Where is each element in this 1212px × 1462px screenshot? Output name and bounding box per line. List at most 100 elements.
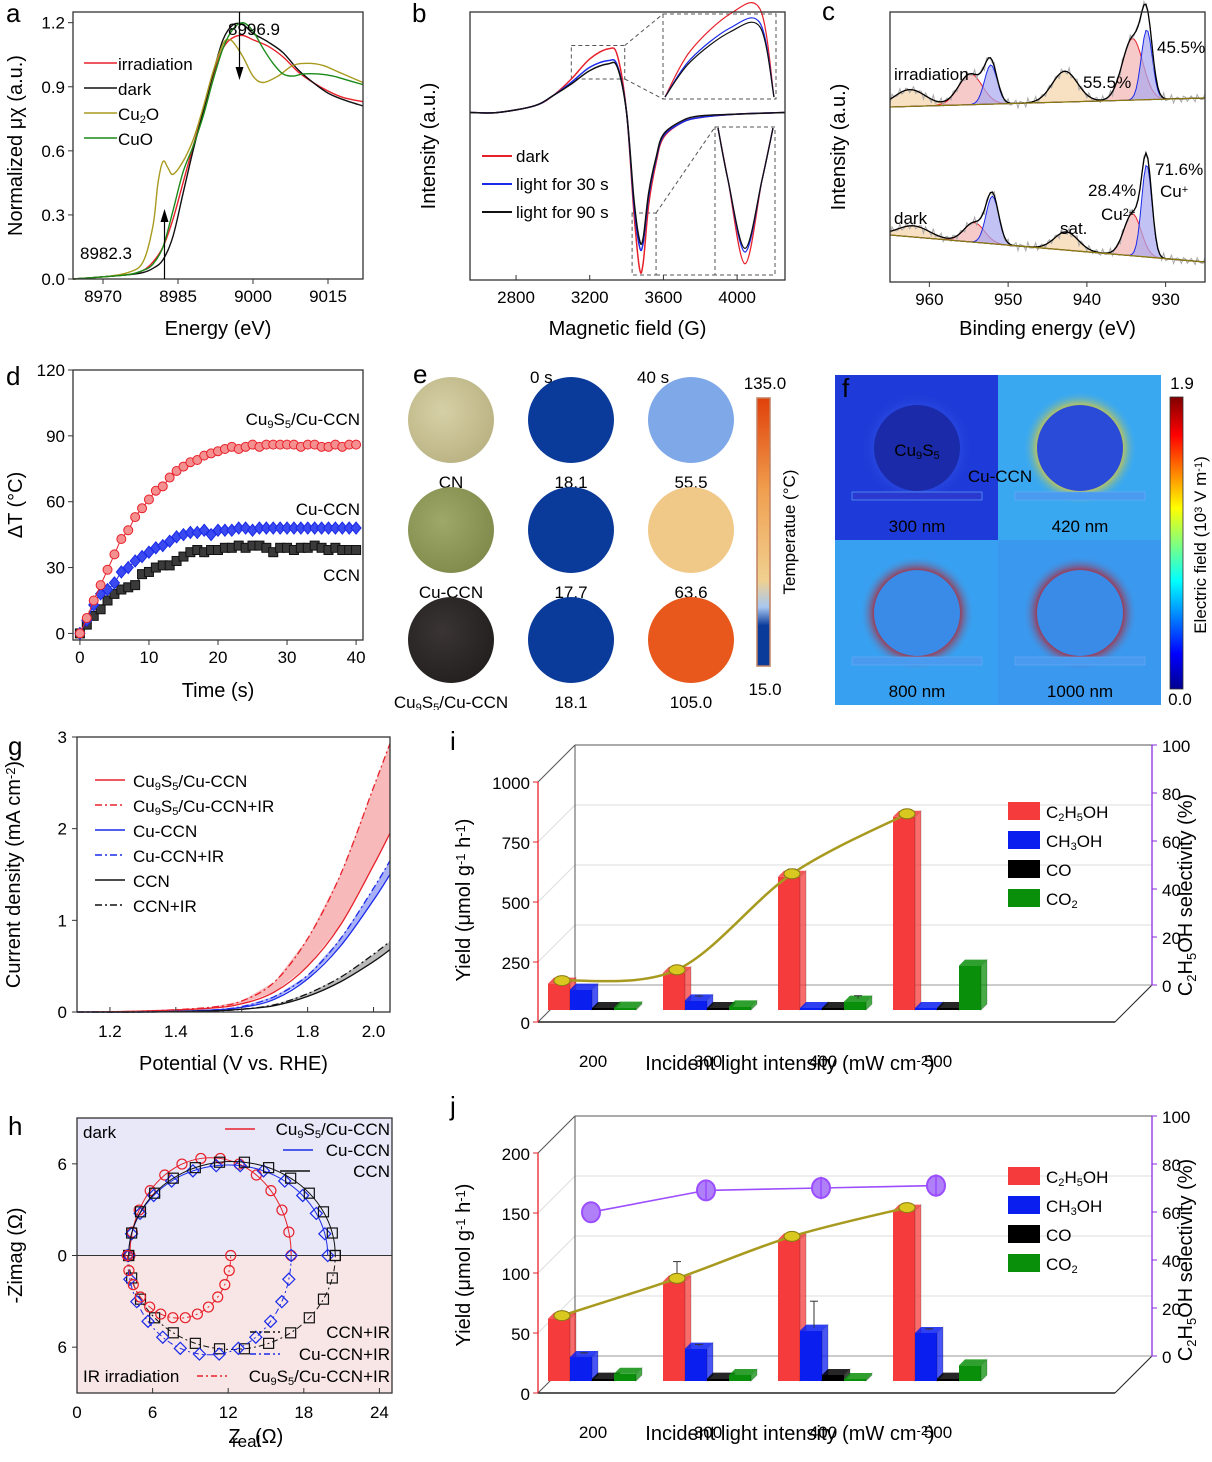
trend-marker [669,1273,685,1283]
inset-line [718,128,773,248]
inset-box [715,127,775,275]
legend-label: Cu-CCN [133,822,197,841]
y-tick-label: 1.2 [41,14,65,33]
substrate [1015,492,1145,500]
y-tick-label: 0 [56,624,65,643]
thermal-image-40s [648,377,734,463]
colorbar-min: 0.0 [1168,690,1192,709]
legend-label: CCN+IR [326,1323,390,1342]
y-tick-label: 50 [511,1325,530,1344]
y2-axis-title: C2H5OH selectivity (%) [1175,1159,1199,1361]
colorbar [1170,397,1183,689]
trend-marker [784,869,800,879]
legend-label: CO2 [1046,890,1078,911]
panel-label-i: i [450,726,456,756]
x-tick-label: 24 [370,1403,389,1422]
legend-label: CO [1046,1226,1072,1245]
legend-label: CCN+IR [133,897,197,916]
bar-C₂H₅OH [548,1319,570,1381]
legend-label: Cu2O [118,105,159,126]
trend-marker [554,1311,570,1321]
x-axis-title: Energy (eV) [165,318,272,340]
y2-axis-title: C2H5OH selectivity (%) [1175,794,1199,996]
panel-label-g: g [8,731,22,761]
inset-line [718,128,773,264]
trend-marker [899,1203,915,1213]
side-edge [538,1116,575,1153]
plot-frame [73,12,363,279]
panel-label-d: d [6,361,20,391]
legend-label: light for 30 s [516,175,609,194]
legend-label: irradiation [118,55,193,74]
legend-label: Cu-CCN+IR [299,1345,390,1364]
y-axis-title: Intensity (a.u.) [418,83,440,210]
x-tick-label: 8970 [84,287,122,306]
data-point [352,440,361,449]
panel-label-a: a [6,0,21,28]
region-label-dark: dark [83,1123,117,1142]
bar-CH₃OH [800,1008,822,1010]
x-tick-label: 4000 [718,288,756,307]
data-point [117,535,126,544]
y-tick-label: 0.3 [41,206,65,225]
legend-label: CO [1046,861,1072,880]
grid-line [538,865,575,902]
grid-line [538,925,575,962]
region-label-ir: IR irradiation [83,1367,179,1386]
x-axis-title: Potential (V vs. RHE) [139,1053,328,1075]
x-tick-label: 2800 [497,288,535,307]
bar-CH₃OH [915,1008,937,1010]
x-tick-label: 40 [347,648,366,667]
colorbar-label: Temperatue (°C) [780,470,799,595]
series-line-cuo [73,23,363,279]
inset-line [665,22,774,97]
y-tick-label: 0 [521,1014,530,1033]
grid-line [538,805,575,842]
bar-CH₃OH [685,1000,707,1010]
bar-CO₂ [614,1008,636,1010]
data-point [103,565,112,574]
particle [874,570,960,656]
temperature-40s: 105.0 [670,693,713,710]
legend-swatch [1008,1196,1040,1214]
series-label: CCN [323,566,360,585]
thermal-image-40s [648,597,734,683]
y-tick-label: 6 [58,1338,67,1357]
bar-C₂H₅OH [548,984,570,1010]
particle [1037,570,1123,656]
y-tick-label: 1 [58,911,67,930]
column-header: 40 s [637,368,669,387]
bar-CO [707,1379,729,1381]
y-tick-label: 0 [58,1247,67,1266]
data-point [131,581,140,590]
y-tick-label: 3 [58,728,67,747]
annotation-label: Cu+ [1160,182,1188,201]
data-point [82,614,91,623]
annotation-label: 71.6% [1155,160,1203,179]
series-label: Cu9S5/Cu-CCN [246,410,360,431]
legend-swatch [1008,1254,1040,1272]
panel-label-b: b [412,0,426,28]
bar-CO [592,1008,614,1010]
annotation-label: 45.5% [1157,38,1205,57]
legend-label: Cu9S5/Cu-CCN+IR [249,1367,390,1388]
x-tick-label: 12 [219,1403,238,1422]
legend-label: Cu9S5/Cu-CCN [133,772,247,793]
annotation-label: 28.4% [1088,181,1136,200]
series-label: Cu-CCN [296,500,360,519]
bar-C₂H₅OH [663,1281,685,1381]
annotation-label: 8996.9 [228,20,280,39]
data-point [165,473,174,482]
legend-label: CCN [133,872,170,891]
legend-label: Cu9S5/Cu-CCN+IR [133,797,274,818]
data-point [131,513,140,522]
bar-CO₂ [729,1375,751,1381]
panel-label-c: c [822,0,835,26]
trend-line [562,1208,907,1316]
wavelength-label: 300 nm [889,517,946,536]
colorbar-max: 1.9 [1170,374,1194,393]
